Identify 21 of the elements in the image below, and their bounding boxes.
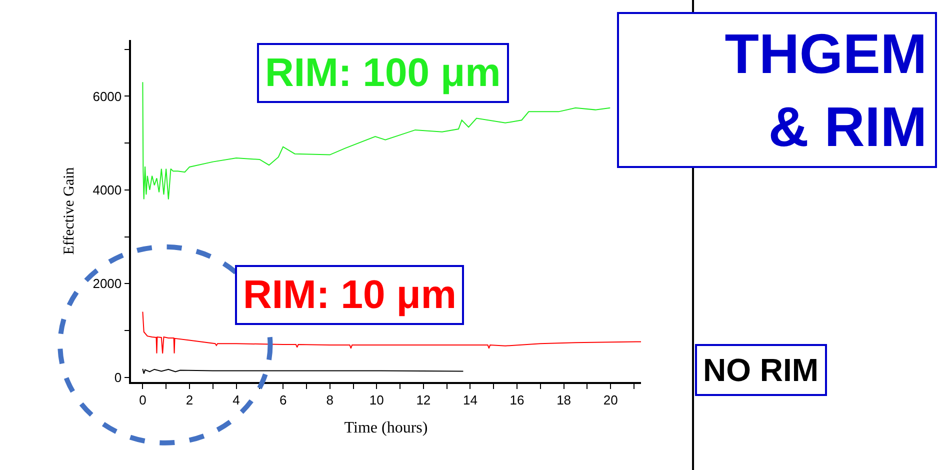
y-tick-label: 0 [114,370,122,385]
x-tick-label: 8 [326,392,334,408]
x-tick-label: 10 [369,392,384,408]
text: NO RIM [703,352,819,388]
x-tick-label: 2 [186,392,194,408]
x-tick-label: 4 [232,392,240,408]
x-tick-label: 20 [603,392,618,408]
x-tick-label: 0 [139,392,146,408]
x-axis-title: Time (hours) [344,420,428,437]
x-tick-label: 18 [556,392,572,408]
text: THGEM & RIM [724,22,927,158]
x-tick-label: 6 [279,392,287,408]
series-label: RIM: 100 μm [265,51,501,95]
series-label: RIM: 10 μm [243,273,456,317]
y-axis-title: Effective Gain [61,166,78,255]
x-tick-label: 16 [510,392,524,408]
x-tick-label: 14 [462,392,478,408]
x-tick-label: 12 [416,392,431,408]
y-tick-label: 6000 [92,88,122,104]
y-tick-label: 2000 [92,276,122,292]
y-tick-label: 4000 [92,182,122,198]
